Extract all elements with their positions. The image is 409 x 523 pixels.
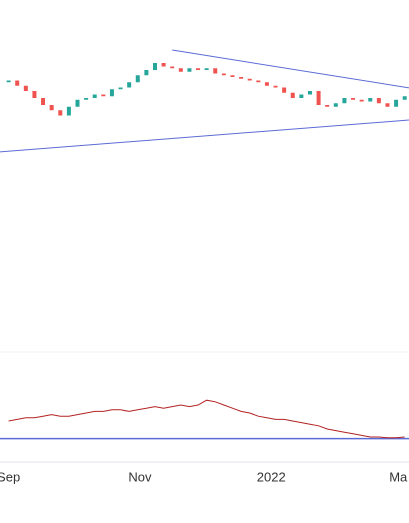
candle [256,80,261,83]
candle [144,70,149,76]
candle [299,94,304,98]
candle [376,98,381,104]
candle [32,91,37,98]
candle [394,99,399,107]
candle [92,94,97,98]
candle [213,68,218,74]
candle [66,106,71,116]
candle [84,98,89,100]
candle [282,87,287,93]
candle [41,98,46,105]
candle [75,99,80,107]
candle [23,85,28,91]
candle [178,68,183,72]
candle [135,75,140,83]
candle [385,103,390,107]
candle [273,85,278,88]
candle [204,68,209,70]
candle [342,98,347,104]
candle [264,82,269,86]
candle [196,68,201,70]
candle [118,87,123,90]
candle [187,68,192,72]
candle [333,103,338,107]
candle [221,73,226,76]
x-tick-label: Sep [0,469,20,484]
x-tick-label: 2022 [257,469,286,484]
candle [6,80,11,83]
candle [49,105,54,111]
trendline [172,49,409,89]
candle [58,110,63,116]
candle [325,105,330,107]
candle [290,92,295,98]
x-tick-label: Ma [389,469,408,484]
candle [152,63,157,70]
candle [161,63,166,67]
candle [127,82,132,88]
candle [402,96,407,100]
candle [239,77,244,79]
candle [351,98,356,100]
candle [247,78,252,81]
candle [15,80,20,86]
candle [109,89,114,97]
trendline [0,119,409,153]
candle [170,66,175,69]
candle [230,75,235,77]
candle [307,91,312,95]
x-tick-label: Nov [128,469,152,484]
indicator-line [8,399,405,439]
candle [359,99,364,102]
candle [368,98,373,102]
candle [101,94,106,97]
candle [316,91,321,105]
